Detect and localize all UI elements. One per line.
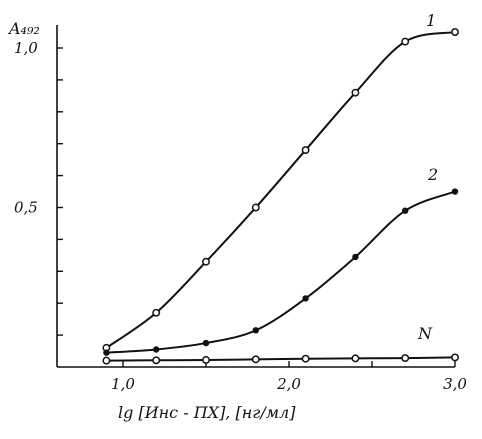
data-point [351, 88, 360, 97]
data-point [152, 308, 161, 317]
data-point [352, 253, 359, 261]
data-point [152, 346, 160, 353]
y-tick-label: 1,0 [14, 39, 38, 57]
series-2: 2 [103, 165, 459, 356]
data-point [301, 354, 310, 363]
x-axis-title: lg [Инс - ПХ], [нг/мл] [118, 403, 296, 422]
series-line [106, 356, 456, 362]
y-axis-title: A₄₉₂ [7, 19, 40, 38]
series-label: 2 [427, 165, 438, 184]
y-tick-label: 0,5 [14, 199, 38, 217]
ticks: 0,5 1,0 1,0 2,0 3,0 [14, 39, 467, 393]
data-point [302, 295, 309, 302]
series-1: 1 [102, 11, 459, 352]
data-point [351, 354, 360, 363]
series-group: 1 2 N [102, 11, 459, 365]
series-N: N [102, 324, 459, 365]
series-label: 1 [426, 11, 436, 30]
data-point [401, 354, 410, 363]
data-point [402, 207, 409, 214]
data-point [301, 146, 310, 155]
data-point [252, 327, 259, 334]
x-tick-label: 3,0 [443, 375, 467, 393]
data-point [451, 28, 459, 36]
data-point [202, 257, 210, 266]
series-line [105, 31, 456, 349]
x-tick-label: 2,0 [276, 375, 301, 393]
x-tick-label: 1,0 [111, 375, 135, 393]
series-line [106, 190, 456, 354]
data-point [451, 188, 459, 195]
data-point [103, 349, 110, 356]
data-point [202, 356, 210, 364]
data-point [152, 356, 161, 365]
data-point [251, 203, 260, 212]
data-point [451, 353, 459, 362]
data-point [102, 356, 111, 365]
data-point [401, 37, 410, 46]
data-point [202, 339, 210, 347]
data-point [251, 355, 260, 364]
series-label: N [417, 324, 433, 343]
